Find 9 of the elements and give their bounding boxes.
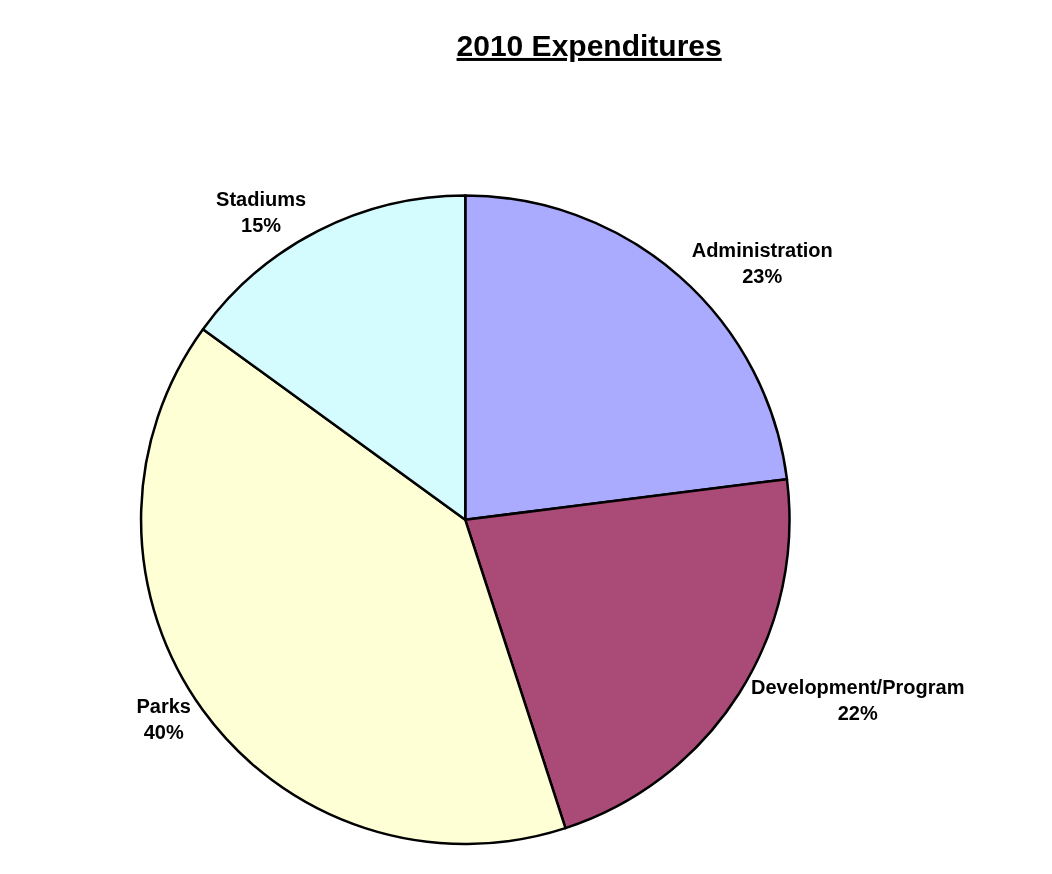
slice-label: Development/Program	[751, 676, 965, 699]
data-label: 22%	[837, 702, 878, 725]
chart-title: 2010 Expenditures	[456, 28, 722, 62]
data-label: 23%	[742, 265, 783, 288]
data-label: 15%	[241, 213, 282, 236]
slice-label: Parks	[136, 694, 191, 717]
slice-label: Stadiums	[216, 187, 307, 210]
slice-label: Administration	[691, 239, 833, 262]
data-label: 40%	[143, 720, 184, 743]
